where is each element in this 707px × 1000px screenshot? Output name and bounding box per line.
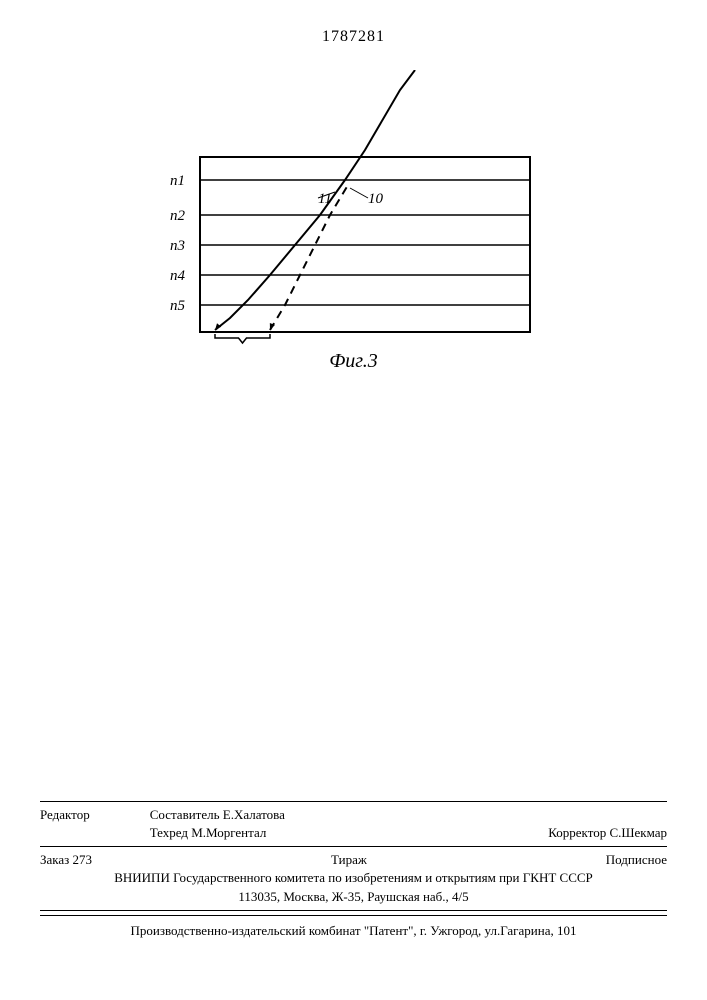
techred: Техред М.Моргентал: [150, 825, 267, 840]
order: Заказ 273: [40, 851, 92, 869]
org-line-1: ВНИИПИ Государственного комитета по изоб…: [40, 869, 667, 887]
svg-text:n5: n5: [170, 298, 186, 314]
subscription: Подписное: [606, 851, 667, 869]
printer-line: Производственно-издательский комбинат "П…: [40, 922, 667, 940]
divider-mid: [40, 846, 667, 847]
divider-bottom-2: [40, 915, 667, 916]
divider-top: [40, 801, 667, 802]
svg-text:11: 11: [318, 191, 332, 207]
footer-block: Редактор Составитель Е.Халатова Техред М…: [40, 797, 667, 940]
footer-order-row: Заказ 273 Тираж Подписное: [40, 851, 667, 869]
compiler: Составитель Е.Халатова: [150, 807, 285, 822]
svg-text:n4: n4: [170, 268, 186, 284]
divider-bottom-1: [40, 910, 667, 911]
figure-caption: Фиг.3: [0, 350, 707, 373]
figure-3: n1 n2 n3 n4 n5 11 10: [140, 70, 560, 350]
corrector: Корректор С.Шекмар: [548, 824, 667, 842]
patent-number: 1787281: [0, 28, 707, 46]
svg-text:n3: n3: [170, 238, 185, 254]
footer-credits-row: Редактор Составитель Е.Халатова Техред М…: [40, 806, 667, 842]
org-line-2: 113035, Москва, Ж-35, Раушская наб., 4/5: [40, 888, 667, 906]
figure-svg: n1 n2 n3 n4 n5 11 10: [140, 70, 560, 370]
editor-label: Редактор: [40, 806, 90, 842]
page: 1787281 n1 n2 n3 n4 n5 11 10 Фиг.3: [0, 0, 707, 1000]
svg-text:10: 10: [368, 191, 384, 207]
tirage: Тираж: [331, 851, 367, 869]
svg-text:n1: n1: [170, 173, 185, 189]
svg-text:n2: n2: [170, 208, 186, 224]
